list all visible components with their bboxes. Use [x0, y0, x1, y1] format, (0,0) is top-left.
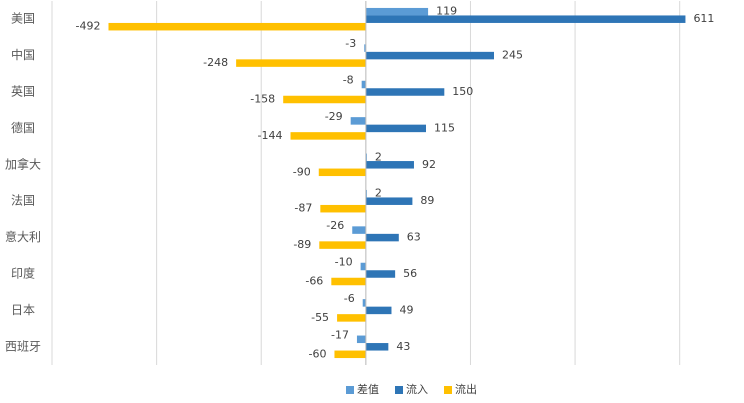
bar — [331, 277, 366, 286]
bar — [236, 59, 366, 67]
bar — [319, 241, 366, 249]
legend-label: 差值 — [357, 382, 379, 396]
data-label: -87 — [294, 202, 312, 215]
bar — [356, 335, 366, 344]
bar — [283, 95, 366, 104]
y-tick-label: 日本 — [11, 303, 35, 317]
bar — [365, 153, 367, 162]
data-label: 119 — [436, 5, 457, 18]
bar — [360, 262, 366, 271]
bar — [365, 306, 392, 315]
bar — [334, 350, 366, 359]
legend-swatch — [395, 386, 403, 394]
y-tick-label: 加拿大 — [5, 156, 41, 171]
data-label: -60 — [308, 347, 326, 360]
bar — [362, 299, 366, 307]
y-tick-label: 意大利 — [5, 229, 41, 244]
data-label: 150 — [452, 85, 473, 98]
data-label: -66 — [305, 275, 323, 288]
data-label: -492 — [76, 20, 101, 33]
bar — [337, 314, 366, 322]
bar — [352, 226, 366, 234]
data-label: -158 — [250, 93, 275, 106]
bar — [108, 22, 366, 31]
bar — [350, 117, 366, 125]
data-label: 2 — [375, 187, 382, 200]
data-label: -248 — [203, 56, 228, 69]
bar — [320, 204, 366, 213]
bar — [365, 7, 429, 16]
data-label: 89 — [420, 194, 434, 207]
bar — [365, 270, 396, 278]
bar — [290, 132, 366, 140]
data-label: -55 — [311, 311, 329, 324]
data-label: 245 — [502, 49, 523, 62]
y-tick-label: 中国 — [11, 47, 35, 62]
data-label: -10 — [335, 256, 353, 269]
data-label: 92 — [422, 158, 436, 171]
bar — [365, 15, 686, 23]
bar — [365, 197, 413, 205]
y-tick-label: 德国 — [11, 120, 35, 135]
data-label: 49 — [399, 303, 413, 316]
data-label: -29 — [325, 110, 343, 123]
data-label: 56 — [403, 267, 417, 280]
bar — [364, 44, 366, 52]
legend-swatch — [444, 386, 452, 394]
data-label: 611 — [693, 12, 714, 25]
data-label: -6 — [344, 292, 355, 305]
data-label: 115 — [434, 121, 455, 134]
y-tick-label: 美国 — [11, 12, 35, 26]
y-tick-label: 法国 — [11, 194, 35, 208]
data-label: -26 — [326, 219, 344, 232]
bar — [318, 168, 366, 177]
legend-label: 流入 — [406, 382, 428, 396]
data-label: -89 — [293, 238, 311, 251]
bar — [365, 343, 389, 351]
data-label: -17 — [331, 328, 349, 341]
bar — [365, 233, 399, 242]
legend-label: 流出 — [455, 382, 477, 396]
bar — [365, 88, 445, 96]
data-label: 63 — [407, 231, 421, 244]
bar — [365, 124, 426, 133]
y-tick-label: 印度 — [11, 266, 35, 281]
data-label: -8 — [343, 74, 354, 87]
data-label: 2 — [375, 150, 382, 163]
bar — [365, 189, 367, 198]
bar — [361, 80, 366, 89]
data-label: 43 — [396, 340, 410, 353]
data-label: -90 — [293, 165, 311, 178]
y-tick-label: 西班牙 — [5, 339, 41, 353]
y-tick-label: 英国 — [11, 85, 35, 99]
bar — [365, 161, 414, 169]
data-label: -3 — [345, 37, 356, 50]
legend-swatch — [346, 386, 354, 394]
data-label: -144 — [258, 129, 283, 142]
bar — [365, 51, 494, 60]
